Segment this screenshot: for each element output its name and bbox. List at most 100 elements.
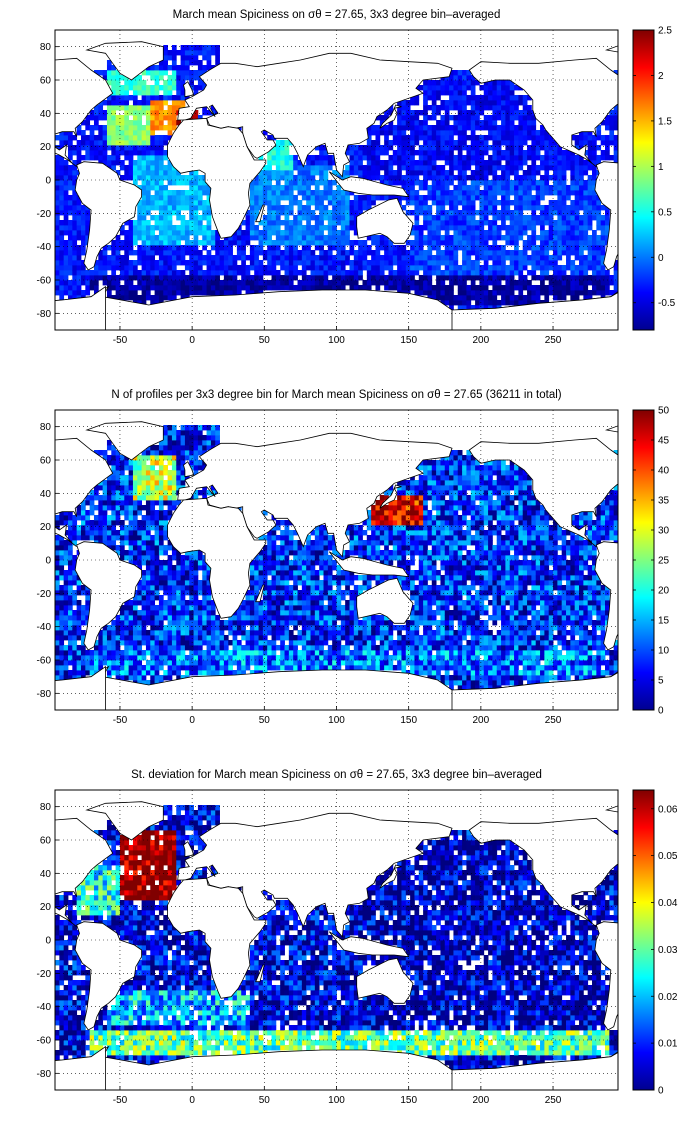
heatmap-bin — [103, 70, 108, 75]
heatmap-bin — [419, 205, 424, 210]
heatmap-bin — [302, 270, 307, 275]
heatmap-bin — [285, 185, 290, 190]
heatmap-bin — [172, 630, 177, 635]
heatmap-bin — [267, 230, 272, 235]
heatmap-bin — [72, 670, 77, 675]
heatmap-bin — [505, 100, 510, 105]
heatmap-bin — [449, 275, 454, 280]
heatmap-bin — [150, 75, 155, 80]
heatmap-bin — [345, 260, 350, 265]
heatmap-bin — [562, 195, 567, 200]
heatmap-bin — [172, 595, 177, 600]
heatmap-bin — [484, 210, 489, 215]
heatmap-bin — [436, 260, 441, 265]
heatmap-bin — [181, 215, 186, 220]
heatmap-bin — [471, 120, 476, 125]
heatmap-bin — [176, 475, 181, 480]
heatmap-bin — [68, 210, 73, 215]
heatmap-bin — [596, 225, 601, 230]
heatmap-bin — [449, 300, 454, 305]
heatmap-bin — [198, 185, 203, 190]
heatmap-bin — [380, 270, 385, 275]
heatmap-bin — [198, 190, 203, 195]
heatmap-bin — [77, 130, 82, 135]
heatmap-bin — [380, 235, 385, 240]
heatmap-bin — [163, 175, 168, 180]
heatmap-bin — [458, 300, 463, 305]
heatmap-bin — [298, 230, 303, 235]
heatmap-bin — [55, 175, 60, 180]
heatmap-bin — [111, 80, 116, 85]
heatmap-bin — [557, 265, 562, 270]
heatmap-bin — [458, 275, 463, 280]
heatmap-bin — [289, 255, 294, 260]
heatmap-bin — [155, 90, 160, 95]
heatmap-bin — [64, 260, 69, 265]
heatmap-bin — [168, 85, 173, 90]
heatmap-bin — [181, 480, 186, 485]
heatmap-bin — [129, 665, 134, 670]
heatmap-bin — [176, 555, 181, 560]
heatmap-bin — [557, 275, 562, 280]
heatmap-bin — [220, 240, 225, 245]
heatmap-bin — [341, 240, 346, 245]
heatmap-bin — [155, 670, 160, 675]
heatmap-bin — [263, 220, 268, 225]
heatmap-bin — [358, 160, 363, 165]
heatmap-bin — [484, 220, 489, 225]
heatmap-bin — [484, 255, 489, 260]
heatmap-bin — [207, 285, 212, 290]
heatmap-bin — [176, 270, 181, 275]
heatmap-bin — [596, 260, 601, 265]
heatmap-bin — [492, 220, 497, 225]
heatmap-bin — [458, 265, 463, 270]
heatmap-bin — [263, 255, 268, 260]
heatmap-bin — [55, 660, 60, 665]
heatmap-bin — [445, 185, 450, 190]
heatmap-bin — [224, 270, 229, 275]
heatmap-bin — [583, 235, 588, 240]
heatmap-bin — [163, 565, 168, 570]
heatmap-bin — [276, 250, 281, 255]
heatmap-bin — [445, 110, 450, 115]
heatmap-bin — [462, 225, 467, 230]
heatmap-bin — [233, 280, 238, 285]
heatmap-bin — [198, 240, 203, 245]
heatmap-bin — [133, 135, 138, 140]
heatmap-bin — [445, 150, 450, 155]
heatmap-bin — [280, 285, 285, 290]
heatmap-bin — [267, 260, 272, 265]
heatmap-bin — [449, 225, 454, 230]
heatmap-bin — [81, 630, 86, 635]
heatmap-bin — [155, 70, 160, 75]
heatmap-bin — [588, 260, 593, 265]
heatmap-bin — [150, 240, 155, 245]
heatmap-bin — [523, 225, 528, 230]
heatmap-bin — [449, 290, 454, 295]
heatmap-bin — [181, 220, 186, 225]
heatmap-bin — [189, 220, 194, 225]
heatmap-bin — [505, 90, 510, 95]
heatmap-bin — [436, 185, 441, 190]
heatmap-bin — [181, 440, 186, 445]
heatmap-bin — [168, 240, 173, 245]
heatmap-bin — [579, 160, 584, 165]
heatmap-bin — [159, 270, 164, 275]
heatmap-bin — [583, 280, 588, 285]
heatmap-bin — [311, 275, 316, 280]
heatmap-bin — [129, 475, 134, 480]
heatmap-bin — [479, 280, 484, 285]
heatmap-bin — [159, 170, 164, 175]
heatmap-bin — [311, 255, 316, 260]
heatmap-bin — [133, 95, 138, 100]
heatmap-bin — [557, 195, 562, 200]
heatmap-bin — [449, 200, 454, 205]
heatmap-bin — [518, 115, 523, 120]
heatmap-bin — [189, 265, 194, 270]
heatmap-bin — [410, 175, 415, 180]
heatmap-bin — [497, 270, 502, 275]
heatmap-bin — [237, 245, 242, 250]
heatmap-bin — [393, 130, 398, 135]
heatmap-bin — [90, 535, 95, 540]
heatmap-bin — [462, 80, 467, 85]
